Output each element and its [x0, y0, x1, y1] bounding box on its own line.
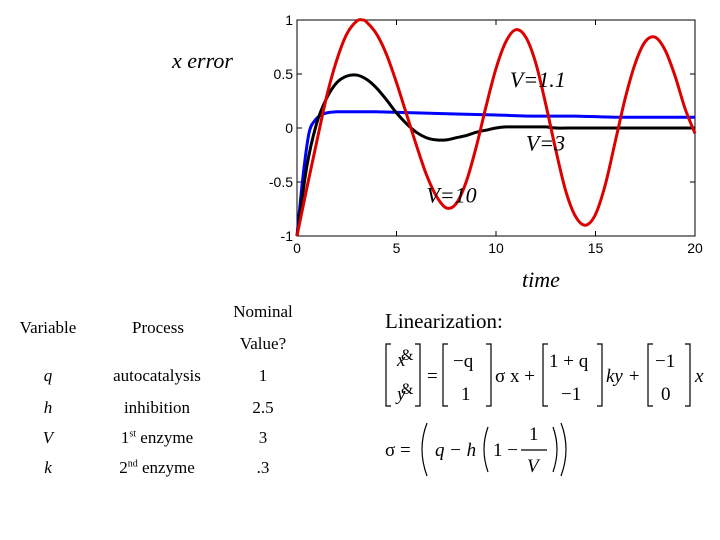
- header-nominal-1: Nominal: [233, 302, 293, 321]
- header-variable: Variable: [19, 318, 77, 337]
- row-k-variable: k: [44, 458, 52, 477]
- row-q-process: autocatalysis: [113, 366, 201, 385]
- x-tick-label: 10: [488, 240, 504, 256]
- matrix-2: 1 + q −1: [542, 343, 603, 407]
- lhs-bottom-dot: &: [401, 381, 414, 398]
- row-v-process-prefix: 1: [120, 428, 130, 447]
- row-v-value: 3: [258, 428, 268, 447]
- matrix-3: −1 0: [647, 343, 691, 407]
- series-lines: [295, 18, 697, 237]
- sigma-q: q: [435, 440, 445, 461]
- annotation-label: V=3: [526, 131, 565, 156]
- x-tick-label: 15: [588, 240, 604, 256]
- y-tick-label: 0.5: [274, 66, 294, 82]
- row-k-process-prefix: 2: [119, 458, 128, 477]
- row-v-process-sup: st: [129, 428, 137, 440]
- y-tick-label: 0: [285, 120, 293, 136]
- annotation-label: V=1.1: [510, 67, 566, 92]
- row-k-process-suffix: enzyme: [141, 458, 195, 477]
- annotations: V=1.1 V=3 V=10: [426, 67, 565, 208]
- response-chart: 0 5 10 15 20 1 0.5 0 -0.5 -1 V=1.1 V=3 V=10 x error…: [171, 12, 703, 292]
- sigma-eq: σ =: [385, 440, 411, 461]
- row-k-process: 2nd enzyme: [94, 458, 220, 478]
- series-line-v-1-1: [295, 73, 695, 237]
- axis-tick-labels: 0 5 10 15 20 1 0.5 0 -0.5 -1: [269, 12, 703, 256]
- m2-top: 1 + q: [549, 351, 589, 372]
- x-axis-label: time: [522, 267, 560, 292]
- linearization-equations: Linearization: x & y & = −q 1 σ x + 1 + …: [385, 309, 704, 477]
- m3-top: −1: [655, 351, 675, 372]
- lhs-vector: x & y &: [385, 343, 421, 407]
- sigma-x-term: σ x +: [495, 366, 535, 387]
- row-k-value: .3: [256, 458, 270, 477]
- ky-term: ky +: [606, 366, 640, 387]
- header-nominal-2: Value?: [239, 334, 287, 353]
- lhs-bottom-var: y: [395, 384, 406, 405]
- frac-numerator: 1: [529, 424, 539, 445]
- y-tick-label: -0.5: [269, 174, 293, 190]
- lhs-top-var: x: [396, 350, 406, 371]
- equals-sign: =: [427, 366, 438, 387]
- row-v-variable: V: [42, 428, 54, 447]
- row-k-process-sup: nd: [127, 458, 138, 470]
- y-tick-label: -1: [281, 228, 294, 244]
- frac-denominator: V: [527, 456, 541, 477]
- row-q-value: 1: [258, 366, 268, 385]
- sigma-minus-h: − h: [449, 440, 476, 461]
- sigma-one-minus: 1 −: [493, 440, 518, 461]
- row-v-process-suffix: enzyme: [140, 428, 194, 447]
- matrix-1: −q 1: [442, 343, 492, 407]
- row-h-value: 2.5: [252, 398, 274, 417]
- tail-x: x: [694, 366, 704, 387]
- row-q-variable: q: [43, 366, 53, 385]
- y-axis-label: x error: [171, 48, 233, 73]
- annotation-label: V=10: [426, 183, 476, 208]
- m3-bottom: 0: [661, 384, 671, 405]
- x-tick-label: 0: [293, 240, 301, 256]
- x-tick-label: 5: [393, 240, 401, 256]
- linearization-title: Linearization:: [385, 309, 503, 333]
- lhs-top-dot: &: [401, 347, 414, 364]
- row-h-process: inhibition: [123, 398, 191, 417]
- row-h-variable: h: [43, 398, 53, 417]
- row-v-process: 1st enzyme: [94, 428, 220, 448]
- m1-bottom: 1: [461, 384, 471, 405]
- series-line-v-10: [295, 18, 697, 237]
- y-tick-label: 1: [285, 12, 293, 28]
- x-tick-label: 20: [687, 240, 703, 256]
- m1-top: −q: [453, 351, 474, 372]
- sigma-equation: σ = q − h 1 − 1 V: [385, 422, 567, 477]
- series-line-v-3: [295, 110, 695, 237]
- m2-bottom: −1: [561, 384, 581, 405]
- header-process: Process: [132, 318, 184, 337]
